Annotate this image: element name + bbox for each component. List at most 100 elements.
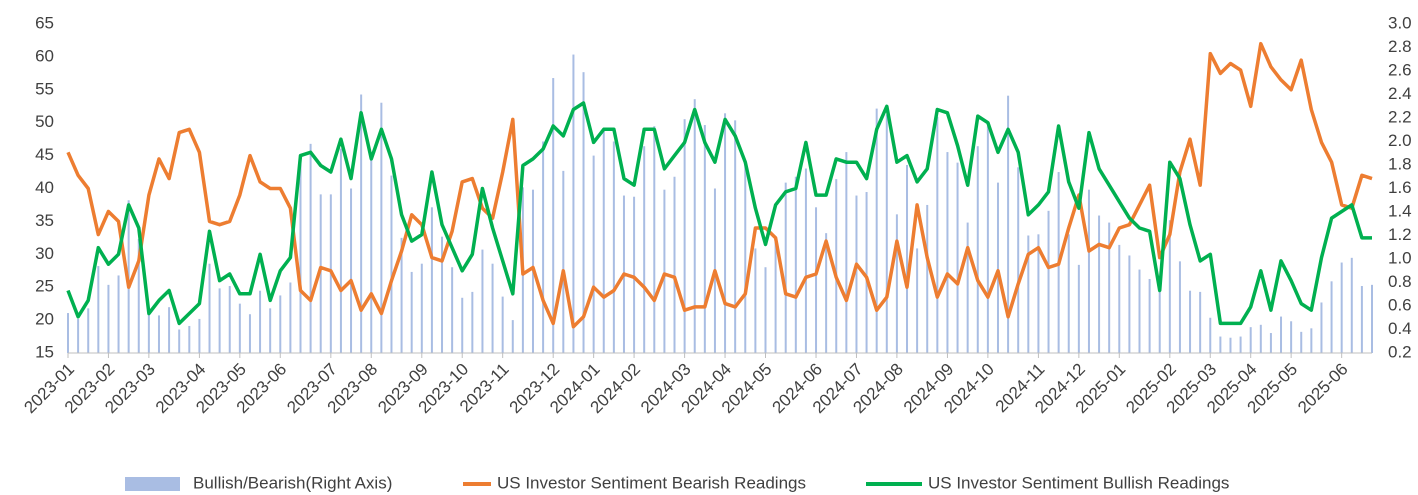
bar [1047,210,1050,353]
bar [238,303,241,353]
bar [1077,264,1080,353]
y2-tick-label: 2.2 [1388,107,1412,126]
bar [562,170,565,353]
y2-tick-label: 2.4 [1388,84,1412,103]
bar [77,318,80,353]
bar [552,78,555,354]
bar [420,263,423,353]
bar [1371,284,1373,353]
bar [754,248,757,353]
bar [804,168,807,353]
bar [117,275,120,353]
legend-label: Bullish/Bearish(Right Axis) [193,473,392,492]
bar [248,314,251,353]
bar [1189,290,1192,353]
bar [542,141,545,353]
legend: Bullish/Bearish(Right Axis) US Investor S… [125,473,1229,492]
bar [1027,235,1030,353]
bar [1310,328,1313,353]
bar [885,114,888,353]
y2-tick-label: 1.6 [1388,178,1412,197]
y2-tick-label: 2.0 [1388,131,1412,150]
bar [67,313,69,353]
bar [319,194,322,353]
bar [259,290,262,353]
bar [592,155,595,353]
bar [269,308,272,353]
x-tick-label: 2025-06 [1294,360,1352,418]
bar [380,102,383,353]
y2-tick-label: 0.8 [1388,272,1412,291]
bar [734,120,737,353]
legend-label: US Investor Sentiment Bullish Readings [928,473,1229,492]
bar [1098,215,1101,353]
bar [289,282,292,353]
bar [956,162,959,353]
bar [916,248,919,353]
bar [350,188,353,353]
bar [228,286,231,353]
bar [188,325,191,353]
y-tick-label: 45 [35,145,54,164]
bar [875,108,878,353]
bar [1280,316,1283,353]
y-tick-label: 15 [35,342,54,361]
y-tick-label: 35 [35,211,54,230]
bar [673,176,676,353]
bar [784,182,787,353]
y2-tick-label: 1.0 [1388,248,1412,267]
y-tick-label: 25 [35,277,54,296]
y-tick-label: 20 [35,310,54,329]
bar [1330,281,1333,353]
bar [97,266,100,353]
bar [1269,333,1272,353]
bar [976,146,979,353]
bar [744,161,747,353]
y2-tick-label: 2.8 [1388,37,1412,56]
bar [1350,257,1353,353]
bar [1340,262,1343,353]
bar [855,195,858,353]
bar [390,175,393,353]
bar [663,189,666,353]
bar [461,297,464,353]
bar [168,307,171,353]
bar [612,141,615,353]
bar [360,94,363,353]
bar [1178,261,1181,353]
bar [451,267,454,353]
bar [511,320,514,353]
bar [1087,189,1090,353]
bar [794,176,797,353]
bar [774,241,777,353]
bar [400,237,403,353]
bar [1067,234,1070,353]
bar [1108,222,1111,353]
bar [147,313,150,353]
y-tick-label: 60 [35,46,54,65]
bar [825,233,828,353]
bar [481,249,484,353]
bar [1158,278,1161,353]
bar [1239,336,1242,353]
bar [683,119,686,353]
bar [309,143,312,353]
bar [1168,220,1171,353]
bar [198,318,201,353]
bar [491,263,494,353]
bar [370,159,373,353]
y2-tick-label: 0.6 [1388,295,1412,314]
bar [582,72,585,354]
bar [1037,234,1040,353]
y-tick-label: 30 [35,244,54,263]
bar [299,160,302,353]
bar [1128,255,1131,353]
line-series [66,41,1373,329]
bar [430,207,433,353]
y2-tick-label: 1.8 [1388,154,1412,173]
y-tick-label: 55 [35,79,54,98]
bar [996,182,999,353]
bar [1199,291,1202,353]
bar [703,125,706,353]
